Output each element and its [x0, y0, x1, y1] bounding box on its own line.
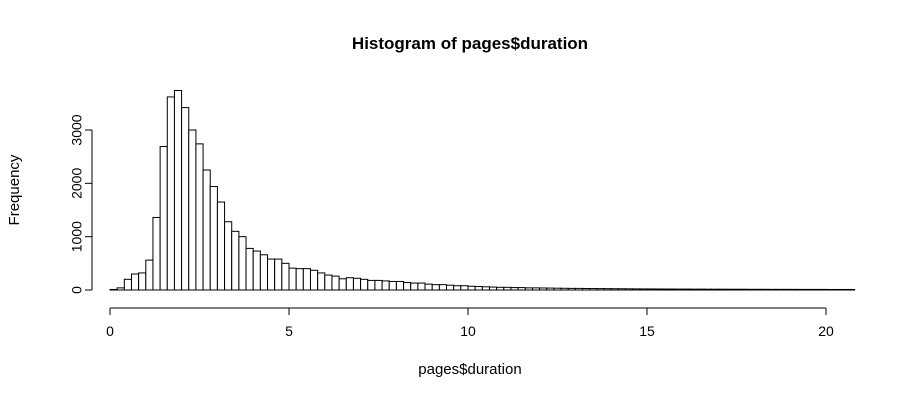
histogram-bar: [267, 258, 276, 291]
histogram-bar: [331, 275, 340, 291]
histogram-bar: [259, 254, 269, 291]
histogram-bar: [145, 259, 154, 291]
histogram-bar: [130, 273, 140, 291]
histogram-bar: [245, 247, 254, 291]
histogram-bar: [395, 280, 405, 291]
histogram-bar: [460, 285, 469, 291]
histogram-bar: [302, 268, 311, 291]
histogram-bar: [453, 285, 462, 291]
histogram-bar: [367, 279, 376, 291]
x-axis: 0 5 10 15 20: [106, 307, 834, 339]
histogram-bar: [324, 274, 333, 291]
x-axis-label: pages$duration: [418, 361, 521, 378]
histogram-bar: [173, 90, 183, 291]
histogram-bar: [388, 280, 397, 291]
histogram-bar: [381, 280, 390, 291]
y-tick-label: 1000: [69, 221, 85, 252]
histogram-bar: [281, 262, 290, 291]
histogram-bar: [431, 284, 440, 291]
histogram-bar: [309, 269, 319, 291]
histogram-bar: [274, 258, 283, 291]
x-tick-label: 10: [460, 323, 476, 339]
x-tick-label: 0: [106, 323, 114, 339]
histogram-bar: [159, 146, 168, 291]
histogram-bar: [181, 107, 190, 291]
y-tick-label: 2000: [69, 168, 85, 199]
histogram-bar: [238, 236, 247, 291]
histogram-bar: [410, 282, 419, 291]
y-axis: 0 1000 2000 3000: [69, 114, 93, 294]
histogram-bar: [338, 278, 347, 291]
histogram-bar: [374, 279, 383, 291]
histogram-bar: [123, 278, 132, 291]
histogram-bar: [195, 143, 204, 291]
histogram-bar: [231, 230, 240, 291]
histogram-bar: [317, 272, 326, 291]
histogram-bars: [109, 90, 856, 291]
x-tick-label: 15: [639, 323, 655, 339]
histogram-bar: [216, 201, 226, 291]
histogram-bar: [152, 216, 161, 291]
histogram-bar: [467, 285, 476, 291]
y-tick-label: 0: [69, 286, 85, 294]
y-tick-label: 3000: [69, 114, 85, 145]
x-tick-label: 5: [285, 323, 293, 339]
histogram-bar: [352, 277, 362, 291]
histogram-bar: [438, 284, 448, 291]
histogram-bar: [417, 282, 426, 291]
histogram-bar: [360, 278, 369, 291]
histogram-bar: [424, 283, 433, 291]
y-axis-label: Frequency: [6, 154, 23, 225]
histogram-bar: [166, 96, 175, 291]
histogram-bar: [403, 282, 412, 291]
x-tick-label: 20: [818, 323, 834, 339]
histogram-bar: [446, 284, 455, 291]
histogram-bar: [209, 186, 218, 291]
histogram-bar: [474, 286, 483, 291]
histogram-bar: [188, 129, 197, 291]
histogram-bar: [138, 272, 147, 291]
histogram-bar: [295, 268, 304, 291]
histogram-bar: [345, 277, 354, 291]
histogram-bar: [252, 250, 261, 291]
histogram-bar: [202, 169, 211, 291]
histogram-bar: [288, 267, 297, 291]
chart-title: Histogram of pages$duration: [352, 34, 588, 53]
histogram-bar: [224, 221, 233, 291]
